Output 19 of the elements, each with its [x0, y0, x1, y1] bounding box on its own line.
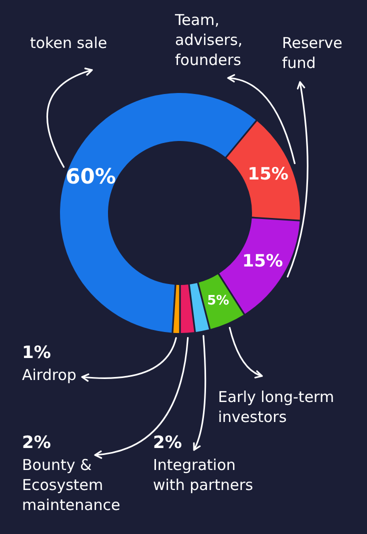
data-label: 1% — [22, 343, 51, 363]
donut-slice — [190, 282, 210, 332]
donut-slice — [180, 284, 194, 333]
data-label: 15% — [248, 164, 288, 185]
donut-slice — [173, 284, 180, 333]
slice-label: Early long-term investors — [218, 388, 334, 426]
data-label: 2% — [22, 433, 51, 453]
data-label: 60% — [66, 164, 116, 188]
slice-label: Bounty & Ecosystem maintenance — [22, 456, 120, 514]
data-label: 15% — [242, 252, 283, 272]
slice-label: Team, advisers, founders — [174, 11, 243, 69]
data-label: 2% — [153, 433, 182, 453]
slice-label: Integration with partners — [153, 456, 254, 494]
slice-label: token sale — [30, 34, 108, 52]
slice-label: Reserve fund — [282, 34, 342, 72]
donut-slice — [198, 274, 244, 330]
slice-label: Airdrop — [22, 366, 76, 384]
donut-slice — [226, 121, 300, 220]
data-label: 5% — [207, 294, 230, 309]
